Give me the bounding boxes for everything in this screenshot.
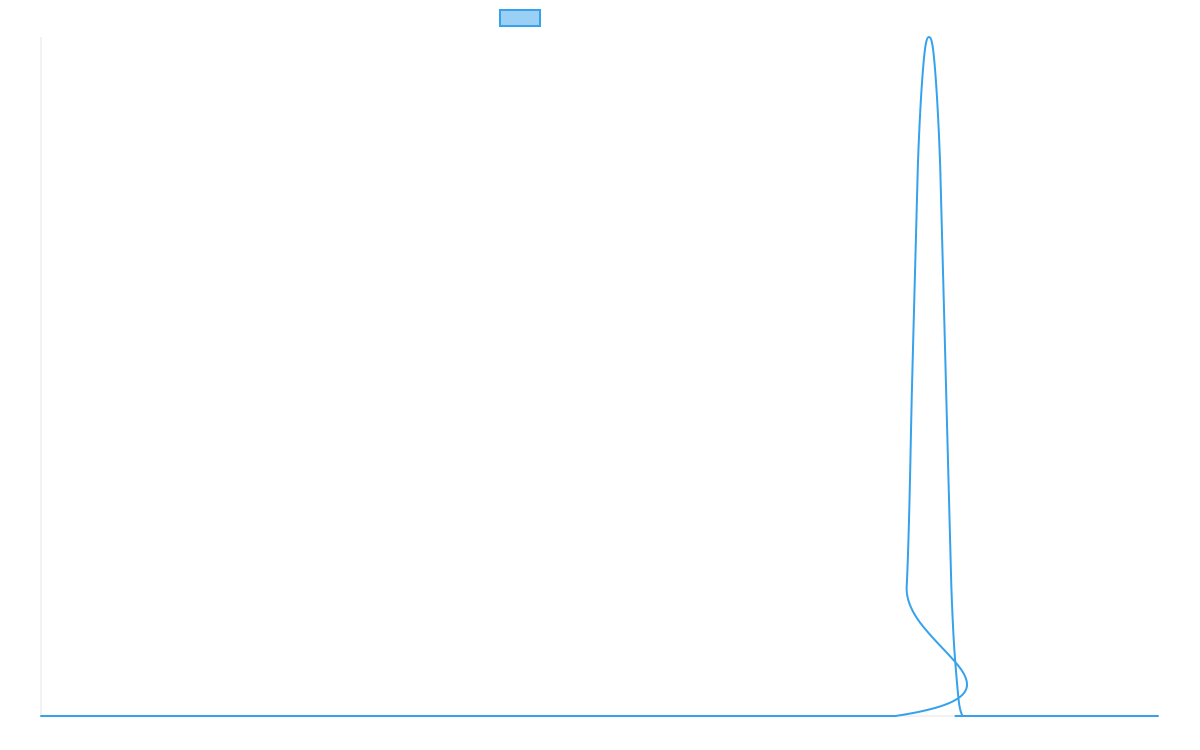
series-layer [40,36,1159,718]
legend-swatch-0[interactable] [499,9,541,27]
series-line-0 [40,36,1159,718]
axes [40,37,1158,717]
legend[interactable] [499,9,541,27]
